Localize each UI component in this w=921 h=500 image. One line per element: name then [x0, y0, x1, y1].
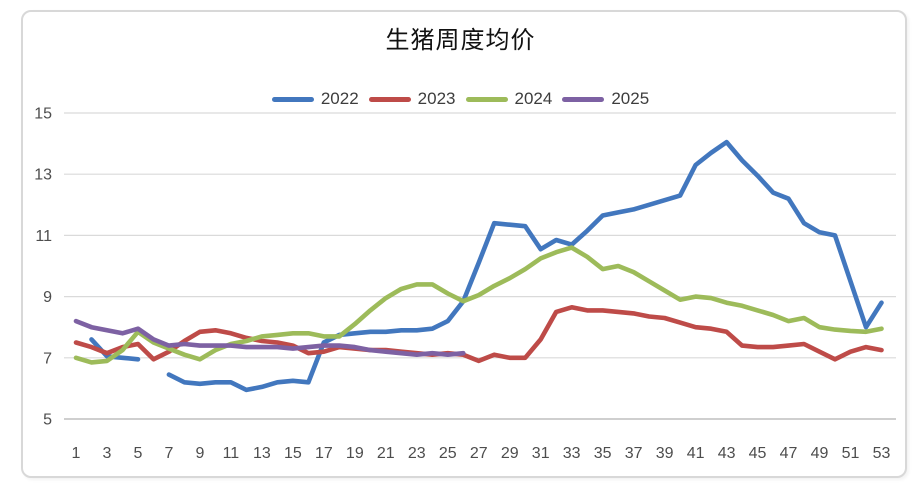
legend-label: 2025	[611, 89, 650, 108]
legend-label: 2022	[320, 89, 359, 108]
chart-title: 生猪周度均价	[385, 28, 536, 54]
legend-item-2024: 2024	[465, 89, 553, 109]
legend-label: 2023	[417, 89, 456, 108]
legend-swatch-2025	[562, 96, 605, 102]
chart-card	[21, 10, 907, 478]
legend-swatch-2024	[465, 96, 508, 102]
legend-item-2022: 2022	[271, 89, 359, 109]
legend-item-2023: 2023	[368, 89, 456, 109]
legend-swatch-2022	[271, 96, 314, 102]
chart-legend: 2022 2023 2024 2025	[0, 89, 921, 109]
legend-label: 2024	[514, 89, 553, 108]
legend-swatch-2023	[368, 96, 411, 102]
legend-item-2025: 2025	[562, 89, 649, 109]
